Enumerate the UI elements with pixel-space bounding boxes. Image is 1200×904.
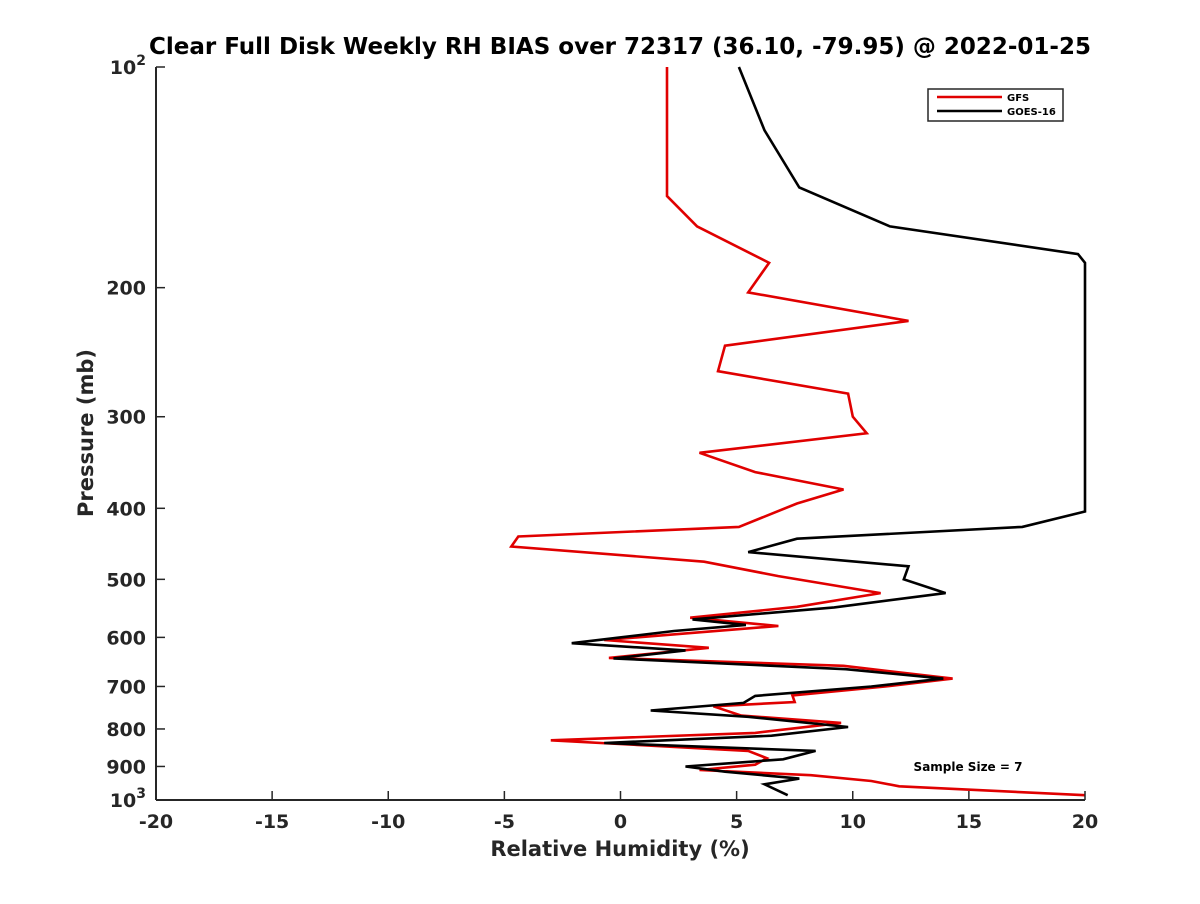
legend-box: [927, 88, 1064, 122]
y-tick-label: 500: [106, 569, 146, 591]
series-layer: [508, 66, 1087, 797]
x-tick-label: 10: [840, 811, 866, 833]
legend-label-goes16: GOES-16: [1007, 107, 1056, 118]
y-tick-label: 800: [106, 719, 146, 741]
x-tick-label: -5: [494, 811, 515, 833]
legend-label-gfs: GFS: [1007, 93, 1029, 104]
y-tick-label: 102: [110, 53, 146, 79]
ticks-layer: -20 -15 -10 -5 0 5 10 15 20 102 200 300 400 500 600 700…: [106, 53, 1098, 833]
x-tick-label: 20: [1072, 811, 1098, 833]
series-line-goes16: [571, 66, 1087, 797]
y-axis-title: Pressure (mb): [74, 349, 98, 517]
x-tick-label: -15: [255, 811, 289, 833]
x-tick-label: 0: [614, 811, 627, 833]
chart-title: Clear Full Disk Weekly RH BIAS over 7231…: [149, 34, 1091, 60]
y-tick-label: 200: [106, 278, 146, 300]
legend: GFS GOES-16: [927, 88, 1064, 122]
y-tick-label: 103: [110, 786, 146, 812]
plot-area: [156, 67, 1085, 800]
y-tick-label: 400: [106, 498, 146, 520]
y-tick-label: 700: [106, 676, 146, 698]
x-tick-label: -20: [139, 811, 173, 833]
sample-size-annotation: Sample Size = 7: [914, 760, 1023, 774]
x-tick-label: 5: [730, 811, 743, 833]
x-axis-title: Relative Humidity (%): [490, 837, 749, 861]
x-tick-label: -10: [371, 811, 405, 833]
y-tick-label: 600: [106, 627, 146, 649]
y-tick-label: 900: [106, 756, 146, 778]
y-tick-label: 300: [106, 407, 146, 429]
x-tick-label: 15: [956, 811, 982, 833]
